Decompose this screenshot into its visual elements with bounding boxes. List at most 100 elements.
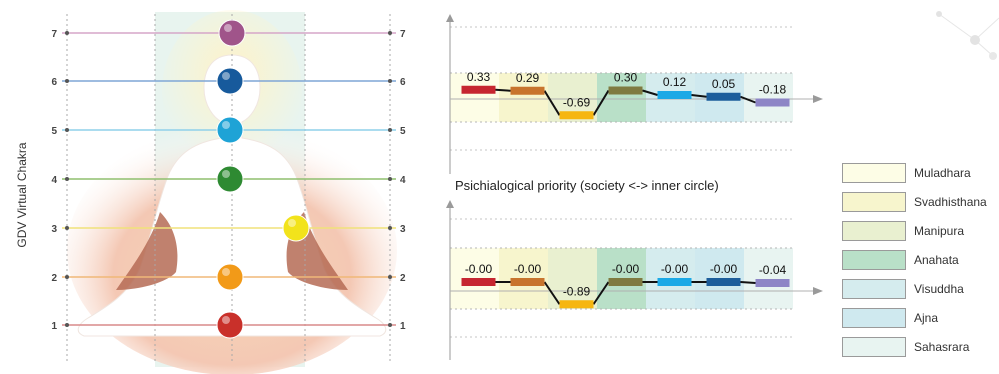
- value-segment: [608, 86, 643, 95]
- data-label: 0.33: [467, 70, 491, 84]
- data-label: -0.69: [563, 95, 591, 109]
- level-number-left: 3: [51, 224, 57, 235]
- chakra-ball-highlight: [222, 268, 230, 276]
- value-segment: [755, 279, 790, 287]
- chakra-ball: [216, 311, 244, 339]
- chakra-charts: 0.33 0.29-0.690.30 0.12 0.05 -0.18 -0.00 -0.00…: [446, 14, 823, 360]
- value-segment: [559, 111, 594, 120]
- chakra-band: [744, 248, 793, 309]
- level-tick: [388, 275, 392, 279]
- chakra-ball: [216, 67, 244, 95]
- level-number-left: 2: [51, 273, 57, 284]
- chakra-ball-highlight: [222, 121, 230, 129]
- data-label: -0.04: [759, 263, 787, 277]
- legend-item-manipura: Manipura: [842, 221, 992, 243]
- value-segment: [510, 86, 545, 95]
- chakra-ball: [216, 263, 244, 291]
- level-number-left: 1: [51, 321, 57, 332]
- level-tick: [65, 226, 69, 230]
- legend-swatch: [842, 250, 906, 270]
- level-number-left: 5: [51, 126, 57, 137]
- legend-swatch: [842, 279, 906, 299]
- legend-swatch: [842, 192, 906, 212]
- level-tick: [388, 226, 392, 230]
- chart-2: -0.00 -0.00 -0.89 -0.00 -0.00 -0.00 -0.04: [446, 200, 823, 360]
- value-segment: [461, 85, 496, 94]
- value-segment: [461, 278, 496, 286]
- data-label: 0.12: [663, 75, 687, 89]
- chakra-ball: [216, 116, 244, 144]
- chart-caption: Psichialogical priority (society <-> inn…: [455, 178, 719, 193]
- level-tick: [65, 177, 69, 181]
- level-tick: [388, 323, 392, 327]
- level-number-left: 7: [51, 29, 57, 40]
- value-segment: [657, 91, 692, 99]
- connector-line: [691, 94, 707, 98]
- left-arm-shade: [116, 212, 178, 290]
- level-tick: [388, 128, 392, 132]
- legend-swatch: [842, 337, 906, 357]
- y-axis-arrow: [446, 200, 454, 208]
- data-label: -0.00: [514, 262, 542, 276]
- level-number-right: 7: [400, 29, 406, 40]
- connector-line: [592, 281, 610, 305]
- value-segment: [510, 278, 545, 286]
- level-number-left: 4: [51, 175, 57, 186]
- legend-item-anahata: Anahata: [842, 250, 992, 272]
- data-label: -0.00: [465, 262, 493, 276]
- connector-line: [642, 89, 658, 96]
- x-axis-arrow: [813, 287, 823, 295]
- chakra-ball: [282, 214, 310, 242]
- level-tick: [65, 128, 69, 132]
- legend-label: Anahata: [914, 253, 959, 267]
- y-axis-arrow: [446, 14, 454, 22]
- data-label: -0.00: [661, 262, 689, 276]
- level-number-right: 4: [400, 175, 406, 186]
- data-label: -0.00: [612, 262, 640, 276]
- body-illustration: 1 1 2 2 3 3 4 4 5 5 6 6 7 7: [50, 10, 410, 374]
- chakra-ball-highlight: [222, 316, 230, 324]
- network-decoration: [936, 11, 999, 60]
- connector-line: [740, 281, 756, 284]
- connector-line: [592, 89, 610, 116]
- legend-swatch: [842, 163, 906, 183]
- legend-swatch: [842, 221, 906, 241]
- connector-line: [740, 95, 756, 104]
- connector-line: [543, 281, 561, 305]
- data-label: -0.18: [759, 83, 787, 97]
- x-axis-arrow: [813, 95, 823, 103]
- chakra-ball: [218, 19, 246, 47]
- data-label: -0.00: [710, 262, 738, 276]
- value-segment: [657, 278, 692, 286]
- level-number-right: 5: [400, 126, 406, 137]
- chart-1: 0.33 0.29 -0.69 0.30 0.12 0.05 -0.18: [446, 14, 823, 174]
- level-number-right: 1: [400, 321, 406, 332]
- level-number-right: 6: [400, 77, 406, 88]
- chakra-ball-highlight: [222, 170, 230, 178]
- level-number-left: 6: [51, 77, 57, 88]
- legend-item-sahasrara: Sahasrara: [842, 337, 992, 359]
- chakra-band: [744, 73, 793, 122]
- value-segment: [559, 300, 594, 309]
- level-tick: [388, 31, 392, 35]
- legend-label: Manipura: [914, 224, 965, 238]
- y-axis-label: GDV Virtual Chakra: [15, 142, 29, 248]
- chakra-band: [450, 73, 499, 122]
- chakra-ball: [216, 165, 244, 193]
- chakra-ball-highlight: [224, 24, 232, 32]
- level-tick: [65, 323, 69, 327]
- value-segment: [755, 98, 790, 107]
- level-number-right: 2: [400, 273, 406, 284]
- value-segment: [706, 92, 741, 101]
- legend-label: Visuddha: [914, 282, 964, 296]
- connector-line: [543, 90, 561, 116]
- legend-label: Sahasrara: [914, 340, 970, 354]
- legend-label: Ajna: [914, 311, 939, 325]
- chakra-ball-highlight: [288, 219, 296, 227]
- legend-item-ajna: Ajna: [842, 308, 992, 330]
- legend-item-visuddha: Visuddha: [842, 279, 992, 301]
- legend-swatch: [842, 308, 906, 328]
- legend-item-muladhara: Muladhara: [842, 163, 992, 185]
- connector-line: [495, 88, 511, 92]
